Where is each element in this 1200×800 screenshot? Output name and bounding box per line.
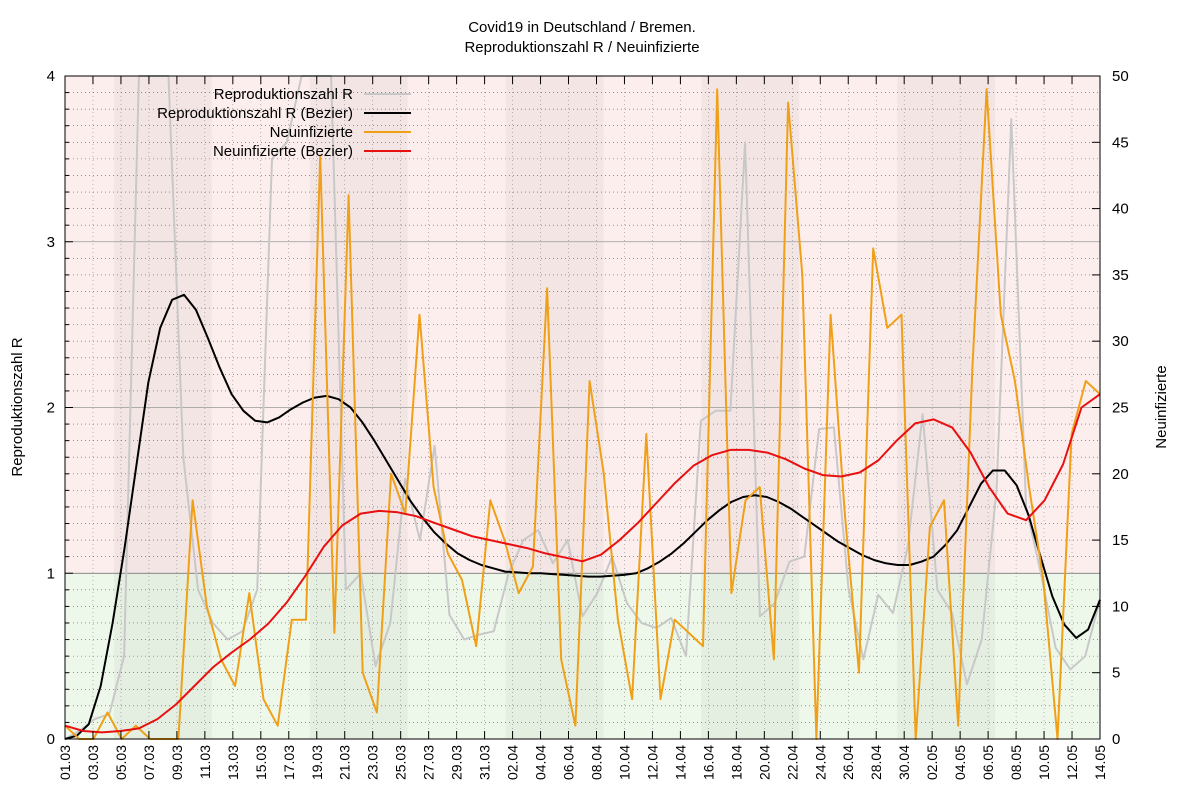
series-line-neuinfizierte xyxy=(64,88,1101,740)
x-tick-label: 17.03 xyxy=(281,745,297,780)
y2-tick-label: 20 xyxy=(1112,466,1129,483)
y2-tick-label: 15 xyxy=(1112,532,1129,549)
y-tick-label: 0 xyxy=(47,731,55,748)
x-tick-label: 19.03 xyxy=(309,745,325,780)
y-tick-label: 3 xyxy=(47,234,55,251)
y-tick-label: 2 xyxy=(47,400,55,417)
y2-tick-label: 40 xyxy=(1112,201,1129,218)
legend-label: Reproduktionszahl R (Bezier) xyxy=(157,105,353,122)
x-tick-label: 15.03 xyxy=(253,745,269,780)
x-tick-label: 27.03 xyxy=(421,745,437,780)
y-tick-label: 1 xyxy=(47,565,55,582)
x-tick-label: 03.03 xyxy=(85,745,101,780)
x-tick-label: 16.04 xyxy=(700,745,716,780)
legend-label: Neuinfizierte (Bezier) xyxy=(213,143,353,160)
x-tick-label: 07.03 xyxy=(141,745,157,780)
x-tick-label: 05.03 xyxy=(113,745,129,780)
y2-tick-label: 35 xyxy=(1112,267,1129,284)
x-tick-label: 30.04 xyxy=(896,745,912,780)
y2-tick-label: 45 xyxy=(1112,134,1129,151)
grid xyxy=(65,76,1100,739)
x-tick-label: 12.04 xyxy=(644,745,660,780)
x-tick-label: 10.04 xyxy=(617,745,633,780)
x-tick-label: 29.03 xyxy=(449,745,465,780)
x-tick-label: 23.03 xyxy=(365,745,381,780)
y2-tick-label: 0 xyxy=(1112,731,1120,748)
x-tick-label: 06.04 xyxy=(561,745,577,780)
y2-tick-label: 25 xyxy=(1112,400,1129,417)
series-lines xyxy=(64,75,1101,740)
y-axis-label: Reproduktionszahl R xyxy=(9,337,26,476)
x-tick-label: 02.04 xyxy=(505,745,521,780)
y2-tick-label: 30 xyxy=(1112,333,1129,350)
x-tick-label: 20.04 xyxy=(756,745,772,780)
x-tick-label: 12.05 xyxy=(1064,745,1080,780)
chart-title: Covid19 in Deutschland / Bremen. xyxy=(468,19,696,36)
x-tick-label: 24.04 xyxy=(812,745,828,780)
x-tick-label: 13.03 xyxy=(225,745,241,780)
y-tick-label: 4 xyxy=(47,68,55,85)
x-tick-label: 31.03 xyxy=(477,745,493,780)
x-tick-label: 06.05 xyxy=(980,745,996,780)
y2-tick-label: 50 xyxy=(1112,68,1129,85)
chart-subtitle: Reproduktionszahl R / Neuinfizierte xyxy=(464,39,699,56)
x-tick-label: 11.03 xyxy=(197,745,213,779)
x-tick-label: 10.05 xyxy=(1036,745,1052,780)
x-tick-label: 18.04 xyxy=(728,745,744,780)
y2-axis-label: Neuinfizierte xyxy=(1153,365,1170,448)
legend: Reproduktionszahl R Reproduktionszahl R (… xyxy=(157,86,411,160)
x-tick-label: 28.04 xyxy=(868,745,884,780)
legend-label: Neuinfizierte xyxy=(270,124,353,141)
x-tick-label: 09.03 xyxy=(169,745,185,780)
y2-tick-label: 5 xyxy=(1112,665,1120,682)
x-tick-label: 04.05 xyxy=(952,745,968,780)
x-tick-label: 14.04 xyxy=(672,745,688,780)
series-line-reproduktionszahl-r xyxy=(64,75,1101,740)
x-tick-label: 25.03 xyxy=(393,745,409,780)
x-tick-label: 04.04 xyxy=(533,745,549,780)
y2-tick-label: 10 xyxy=(1112,598,1129,615)
x-tick-label: 08.04 xyxy=(589,745,605,780)
x-tick-label: 21.03 xyxy=(337,745,353,780)
series-line-neuinfizierte-bezier- xyxy=(64,393,1101,734)
x-tick-label: 14.05 xyxy=(1092,745,1108,780)
x-tick-label: 22.04 xyxy=(784,745,800,780)
x-tick-label: 02.05 xyxy=(924,745,940,780)
x-tick-label: 26.04 xyxy=(840,745,856,780)
legend-label: Reproduktionszahl R xyxy=(214,86,353,103)
x-tick-label: 08.05 xyxy=(1008,745,1024,780)
x-tick-label: 01.03 xyxy=(57,745,73,780)
